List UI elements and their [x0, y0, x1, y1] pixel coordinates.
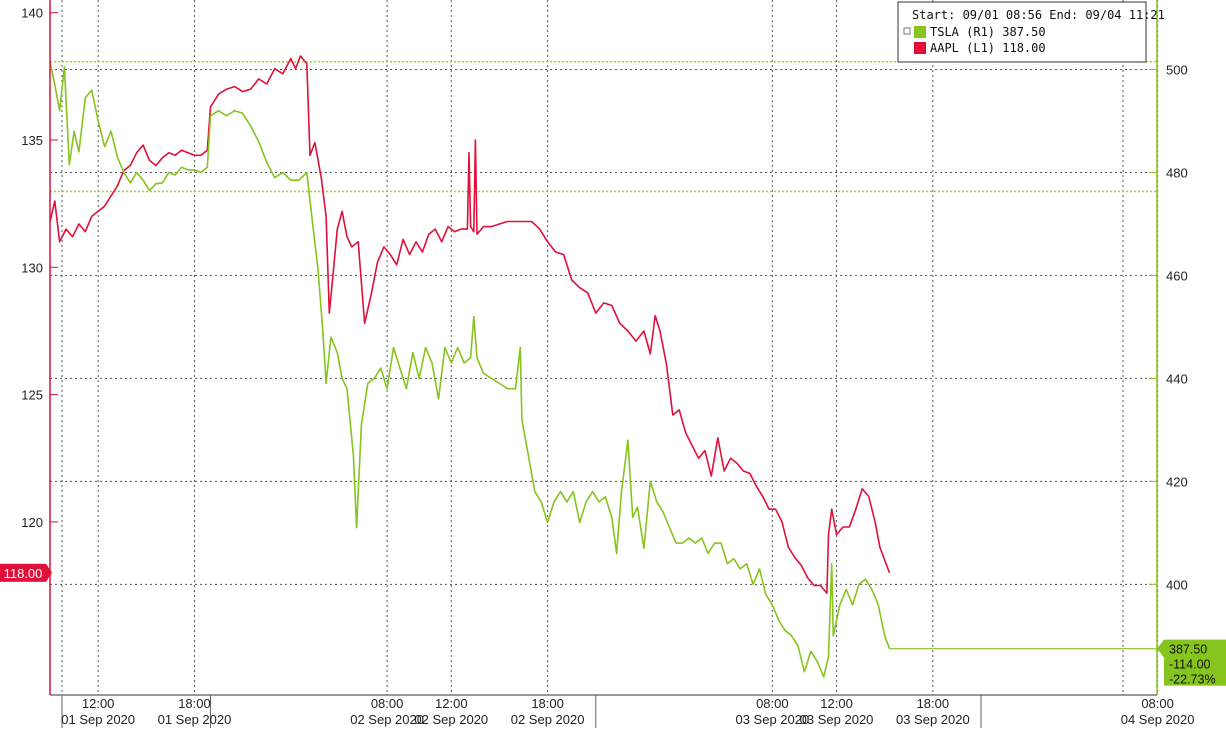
legend-header: Start: 09/01 08:56 End: 09/04 11:21: [912, 8, 1165, 22]
x-tick-date-0: 01 Sep 2020: [61, 712, 135, 727]
axes: [49, 0, 1158, 728]
x-tick-date-3: 02 Sep 2020: [414, 712, 488, 727]
left-tick-label-2: 130: [21, 260, 43, 275]
x-tick-time-0: 12:00: [82, 696, 115, 711]
left-last-value-label: 118.00: [4, 566, 43, 581]
left-tick-label-1: 135: [21, 133, 43, 148]
right-tick-label-3: 440: [1166, 371, 1188, 386]
legend-box: [897, 1, 1147, 63]
x-tick-date-6: 03 Sep 2020: [800, 712, 874, 727]
legend: Start: 09/01 08:56 End: 09/04 11:21 TSLA …: [897, 1, 1165, 63]
right-tick-label-4: 420: [1166, 474, 1188, 489]
x-tick-time-3: 12:00: [435, 696, 468, 711]
x-tick-time-8: 08:00: [1141, 696, 1174, 711]
right-tick-label-1: 480: [1166, 165, 1188, 180]
left-last-value-badge: [0, 563, 46, 582]
x-tick-time-6: 12:00: [820, 696, 853, 711]
right-last-value-badge: [1164, 639, 1226, 686]
right-tick-label-5: 400: [1166, 577, 1188, 592]
right-last-value-label-2: -22.73%: [1169, 673, 1216, 687]
axis-labels: 14013513012512050048046044042040012:0001…: [0, 6, 1226, 727]
right-last-value-label-1: -114.00: [1169, 658, 1211, 672]
legend-swatch-0: [914, 26, 926, 38]
x-tick-date-2: 02 Sep 2020: [350, 712, 424, 727]
left-tick-label-4: 120: [21, 515, 43, 530]
x-tick-date-4: 02 Sep 2020: [511, 712, 585, 727]
x-tick-time-2: 08:00: [371, 696, 404, 711]
right-last-value-label-0: 387.50: [1169, 643, 1207, 657]
legend-item-1: AAPL (L1) 118.00: [930, 41, 1046, 55]
x-tick-date-5: 03 Sep 2020: [735, 712, 809, 727]
right-tick-label-0: 500: [1166, 63, 1188, 78]
x-tick-time-5: 08:00: [756, 696, 789, 711]
left-tick-label-0: 140: [21, 6, 43, 21]
x-tick-date-1: 01 Sep 2020: [158, 712, 232, 727]
left-last-value-pointer: [46, 563, 52, 582]
series-lines: [49, 55, 891, 678]
x-tick-date-7: 03 Sep 2020: [896, 712, 970, 727]
x-tick-time-1: 18:00: [178, 696, 211, 711]
reference-lines: [50, 61, 1157, 193]
left-tick-label-3: 125: [21, 388, 43, 403]
x-tick-time-4: 18:00: [531, 696, 564, 711]
series-line-tsla: [49, 61, 891, 678]
x-tick-date-8: 04 Sep 2020: [1121, 712, 1195, 727]
x-tick-time-7: 18:00: [917, 696, 950, 711]
legend-item-0: TSLA (R1) 387.50: [930, 25, 1046, 39]
series-line-aapl: [49, 55, 891, 594]
legend-expand-icon: [903, 27, 911, 35]
right-tick-label-2: 460: [1166, 268, 1188, 283]
legend-swatch-1: [914, 42, 926, 54]
right-last-value-pointer: [1157, 639, 1164, 658]
